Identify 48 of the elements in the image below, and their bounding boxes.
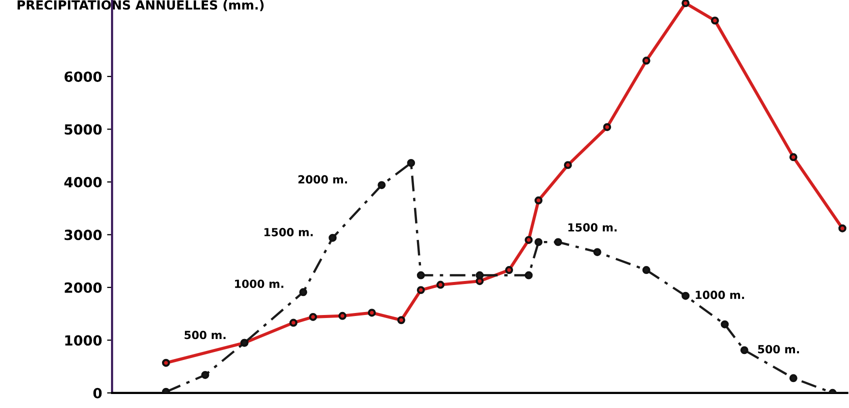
point	[720, 320, 729, 328]
point	[789, 374, 798, 382]
point	[554, 238, 562, 246]
point	[524, 271, 533, 280]
point	[299, 288, 308, 296]
point	[397, 316, 406, 324]
point	[564, 161, 572, 170]
point	[309, 312, 318, 321]
point	[162, 358, 170, 367]
y-tick-label: 2000	[64, 282, 102, 293]
point	[740, 346, 748, 354]
y-tick-label: 1000	[65, 335, 102, 346]
point	[534, 196, 542, 204]
point	[682, 0, 690, 8]
point	[838, 224, 846, 232]
point	[289, 318, 298, 327]
y-tick-label: 4000	[64, 176, 102, 188]
point	[505, 266, 514, 274]
annotation: 1500 m.	[568, 223, 617, 232]
annotation: 1000 m.	[696, 290, 744, 300]
point	[368, 308, 376, 317]
point	[338, 312, 346, 320]
point	[642, 56, 650, 65]
y-tick-label: 0	[93, 388, 102, 398]
point	[416, 271, 425, 280]
point	[642, 266, 650, 274]
annotation: 500 m.	[758, 345, 799, 354]
point	[407, 158, 416, 167]
point	[328, 234, 337, 242]
point	[524, 236, 533, 244]
y-tick-label: 3000	[64, 230, 102, 240]
point	[416, 286, 425, 294]
point	[593, 248, 602, 256]
point	[378, 181, 386, 190]
point	[682, 292, 690, 300]
annotation: 2000 m.	[298, 175, 347, 184]
y-tick-label: 6000	[64, 71, 102, 82]
annotation: 1000 m.	[235, 280, 284, 288]
point	[789, 153, 798, 162]
point	[534, 238, 542, 246]
point	[603, 123, 612, 132]
annotation: 1500 m.	[264, 228, 313, 236]
point	[476, 271, 484, 280]
annotation: 500 m.	[184, 330, 226, 340]
point	[710, 16, 719, 25]
y-tick-label: 5000	[64, 124, 102, 135]
point	[436, 280, 444, 289]
point	[201, 370, 210, 379]
